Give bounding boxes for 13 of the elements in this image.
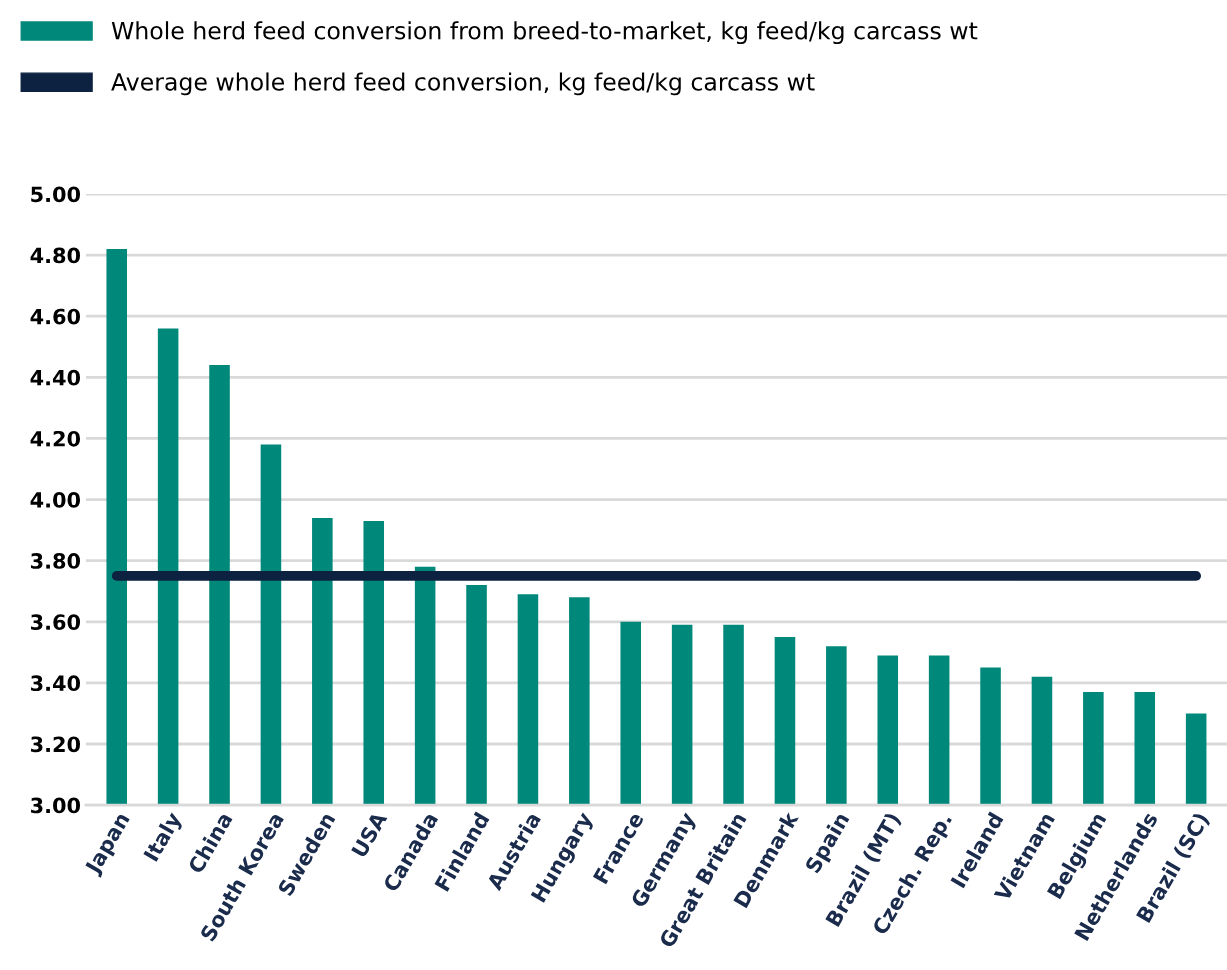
y-tick-label: 3.00 — [31, 797, 81, 814]
y-tick-label: 3.20 — [31, 736, 81, 753]
y-tick-label: 4.40 — [30, 369, 81, 386]
y-tick-label: 4.20 — [30, 430, 81, 447]
y-tick-label: 4.60 — [30, 308, 81, 325]
legend-label: Average whole herd feed conversion, kg feed/kg carcass wt — [111, 72, 815, 96]
y-tick-label: 3.80 — [31, 553, 81, 569]
y-tick-label: 3.60 — [31, 614, 81, 630]
y-tick-label: 4.00 — [30, 492, 81, 508]
legend-label: Whole herd feed conversion from breed-to-market, kg feed/kg carcass wt — [111, 21, 978, 45]
y-tick-label: 3.40 — [31, 675, 81, 692]
y-tick-label: 5.00 — [31, 186, 81, 203]
y-tick-label: 4.80 — [30, 247, 81, 264]
